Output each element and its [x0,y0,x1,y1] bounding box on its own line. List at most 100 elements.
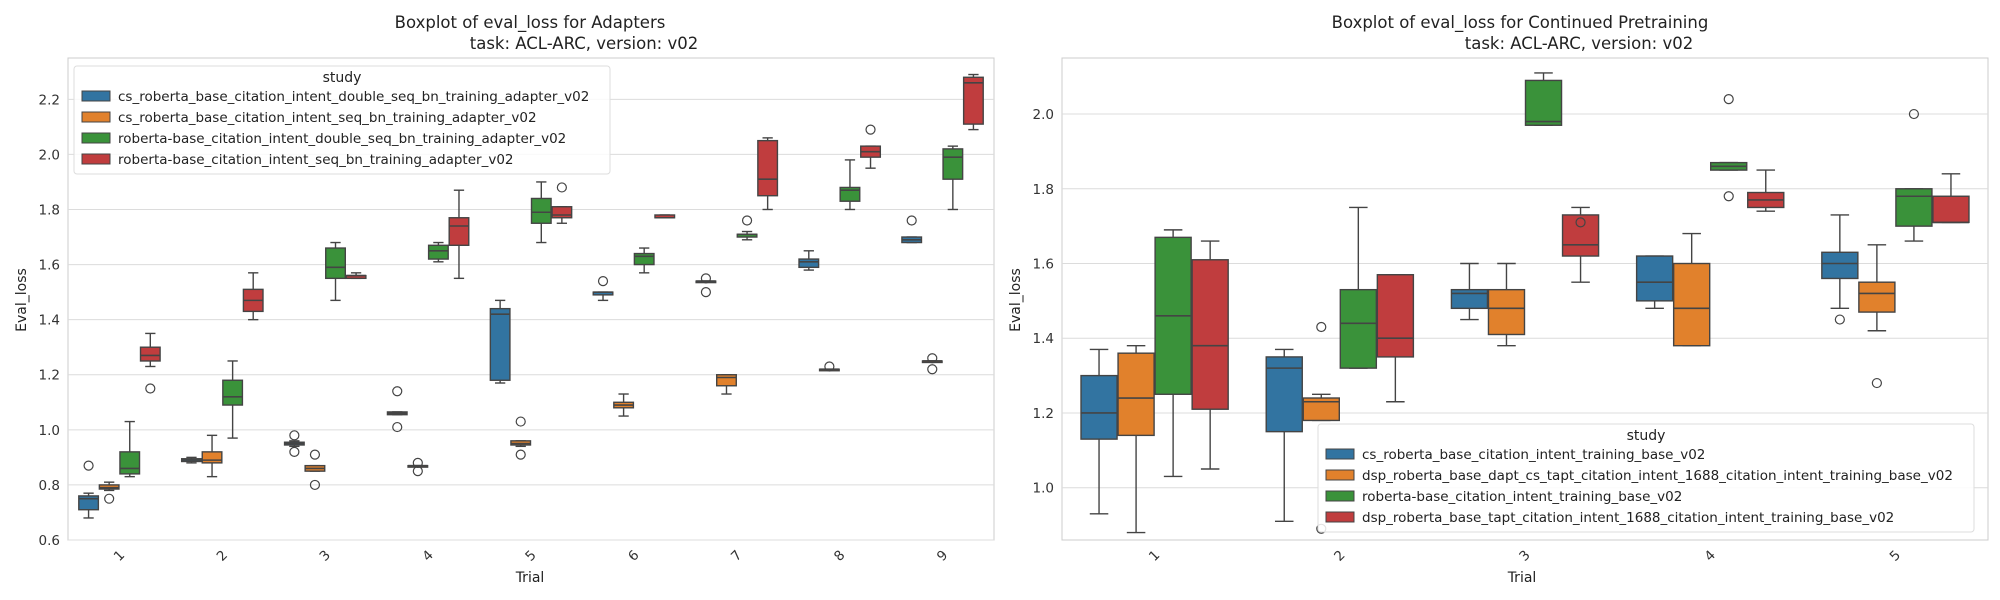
x-tick-label: 4 [1702,547,1719,564]
box [201,451,223,464]
outlier-point [289,446,300,457]
box [530,197,552,224]
x-tick-label: 3 [317,547,334,564]
legend-label: cs_roberta_base_citation_intent_double_s… [118,89,589,105]
legend-title: study [323,70,362,86]
box-plot [962,73,984,131]
box-plot [1487,262,1526,347]
legend-swatch [81,111,111,123]
legend-frame [1317,423,1975,533]
box-plot [1265,348,1303,523]
box-plot [1154,229,1192,478]
box [962,76,984,125]
y-tick-label: 0.8 [39,478,60,494]
box-plot [1747,169,1785,212]
chart-title-line2: task: ACL-ARC, version: v02 [470,34,699,53]
box-plot [530,181,552,244]
outlier-point [515,449,526,460]
box-plot [242,272,264,321]
box [139,346,161,362]
y-ticks: 0.6 0.8 1.0 1.2 1.4 1.6 1.8 2.0 2.2 [39,92,60,549]
legend-swatch [1325,448,1355,460]
y-tick-label: 1.2 [1033,406,1054,422]
box-plot [942,145,964,211]
boxes [78,73,984,519]
box [222,379,244,406]
box [1376,274,1415,358]
box-plot [119,420,141,478]
box-plot [1635,255,1674,310]
outlier-point [597,275,609,287]
box-plot [695,273,717,298]
outlier-point [104,493,115,504]
x-tick-label: 2 [214,547,231,564]
box-plot [78,460,100,519]
box [1932,195,1970,224]
box [1524,79,1563,126]
box [1635,255,1674,302]
box-plot [613,393,635,417]
box [1191,259,1229,410]
box-plot [304,449,326,491]
legend-title: study [1627,428,1666,444]
outlier-point [927,353,938,364]
box [798,258,820,269]
box-plot [407,457,429,477]
box-plot [1191,240,1229,470]
box-plot [201,434,223,478]
box [325,247,347,280]
legend: study cs_roberta_base_citation_intent_tr… [1317,423,1975,533]
outlier-point [309,449,321,460]
x-axis-label: Trial [515,570,545,586]
y-tick-label: 1.8 [1033,182,1054,198]
x-tick-label: 8 [831,547,848,564]
box [757,139,779,197]
box-plot [736,215,758,241]
y-tick-label: 2.2 [39,92,60,108]
y-tick-label: 1.0 [39,423,60,439]
box-plot [1080,348,1118,515]
chart-adapters: 0.6 0.8 1.0 1.2 1.4 1.6 1.8 2.0 2.2 1 2 3 4 5 6 7 8 9 Bo… [14,13,995,586]
box [716,374,737,387]
box-plot [1672,232,1711,347]
outlier-point [1908,108,1920,120]
box [1858,281,1896,313]
box-plot [427,241,449,263]
legend-label: roberta-base_citation_intent_seq_bn_trai… [118,152,514,168]
box-plot [921,353,943,375]
x-tick-label: 9 [934,547,951,564]
box-plot [448,189,470,280]
box-plot [1709,94,1748,202]
outlier-point [392,386,403,397]
x-ticks: 1 2 3 4 5 6 7 8 9 [111,547,952,564]
chart-continued-pretraining: 1.0 1.2 1.4 1.6 1.8 2.0 1 2 3 4 5 Boxplot of eval… [1008,13,1989,586]
box [1080,374,1118,440]
x-tick-label: 1 [1146,547,1163,564]
outlier-point [145,383,156,394]
legend-label: dsp_roberta_base_tapt_citation_intent_16… [1362,510,1894,526]
box [489,307,511,381]
box-plot [716,374,737,395]
box-plot [98,481,120,504]
box-plot [1561,206,1600,283]
box [448,217,470,246]
box-plot [1821,214,1859,325]
y-ticks: 1.0 1.2 1.4 1.6 1.8 2.0 [1033,107,1054,497]
box-plot [1302,321,1341,534]
outlier-point [289,430,300,441]
box-plot [1376,274,1415,403]
box [1561,214,1600,257]
chart-title-line2: task: ACL-ARC, version: v02 [1465,34,1694,53]
box-plot [386,386,408,433]
box-plot [510,416,532,460]
box-plot [1895,108,1933,242]
outlier-point [1871,377,1882,389]
legend-label: roberta-base_citation_intent_double_seq_… [118,131,566,147]
outlier-point [412,466,423,477]
box-plot [139,332,161,394]
x-ticks: 1 2 3 4 5 [1146,547,1904,564]
y-tick-label: 2.0 [1033,107,1054,123]
box [551,206,573,219]
box [1117,352,1155,437]
